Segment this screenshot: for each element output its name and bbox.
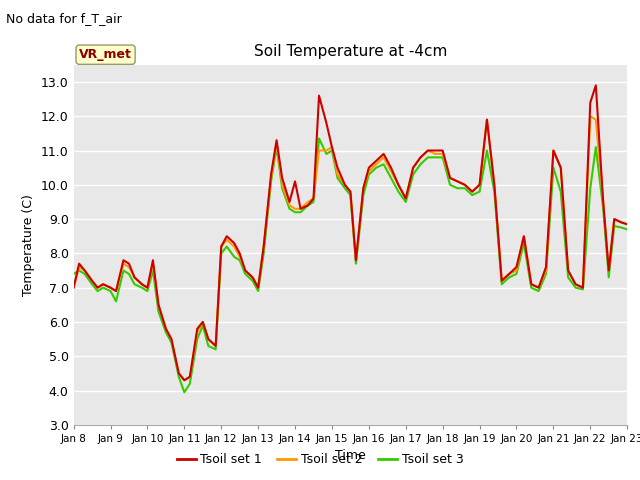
Legend: Tsoil set 1, Tsoil set 2, Tsoil set 3: Tsoil set 1, Tsoil set 2, Tsoil set 3 <box>172 448 468 471</box>
Title: Soil Temperature at -4cm: Soil Temperature at -4cm <box>253 45 447 60</box>
Text: No data for f_T_air: No data for f_T_air <box>6 12 122 25</box>
X-axis label: Time: Time <box>335 449 366 462</box>
Y-axis label: Temperature (C): Temperature (C) <box>22 194 35 296</box>
Text: VR_met: VR_met <box>79 48 132 61</box>
